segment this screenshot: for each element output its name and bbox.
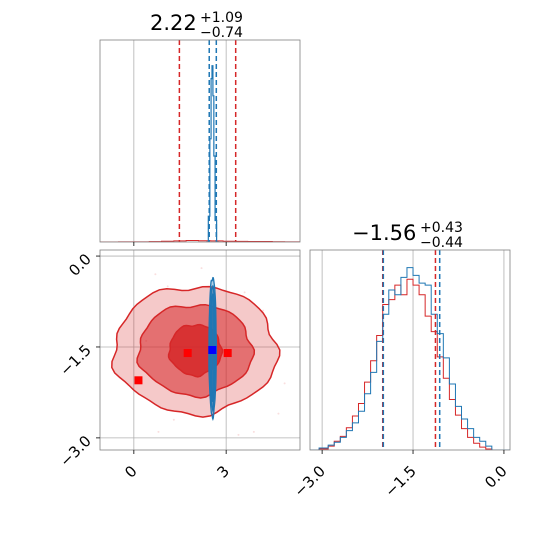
param1-marginal-frame [99,39,301,243]
joint-red-marker [223,349,232,358]
param2-marginal-background [310,250,510,450]
param2-title: −1.56 +0.43 −0.44 [352,220,463,251]
joint-y-tick-label: −1.5 [56,341,94,379]
param2-marginal-tick-label: 0.0 [481,462,511,492]
joint-frame [99,249,301,451]
joint-sample-point [262,309,265,312]
joint-sample-point [154,273,157,276]
joint-sample-point [252,430,255,433]
joint-content [111,267,286,436]
joint-red-marker [134,376,143,385]
param1-lower-error: −0.74 [200,25,243,41]
param1-marginal-ticks [133,242,227,246]
joint-y-tick-label: −3.0 [56,432,94,470]
param2-marginal-frame [309,249,511,451]
param2-lower-error: −0.44 [420,235,463,251]
joint-sample-point [200,267,203,270]
param1-title: 2.22 +1.09 −0.74 [150,10,243,41]
joint-y-tick-label: 0.0 [65,250,95,280]
joint-sample-point [277,412,280,415]
joint-sample-point [172,418,175,421]
joint-sample-point [166,285,169,288]
param2-marginal-ticks: −3.0 −1.5 0.0 [290,450,511,501]
joint-sample-point [268,333,271,336]
param2-marginal-content [310,250,510,450]
joint-sample-point [157,430,160,433]
param2-marginal-tick-label: −1.5 [381,462,419,500]
param2-red-histogram [310,278,510,450]
param2-marginal-tick-label: −3.0 [290,462,328,500]
param1-marginal-panel [99,39,301,246]
joint-sample-point [145,339,148,342]
param2-upper-error: +0.43 [420,220,463,236]
joint-panel: 0 3 0.0 −1.5 −3.0 [56,249,301,482]
joint-sample-point [243,291,246,294]
param2-median: −1.56 [352,221,416,245]
param1-marginal-background [100,40,300,242]
joint-sample-point [283,382,286,385]
joint-blue-marker [208,346,217,354]
param1-upper-error: +1.09 [200,10,243,26]
joint-x-tick-label: 3 [214,462,233,481]
joint-sample-point [237,433,240,436]
param1-marginal-grid [133,40,227,242]
joint-red-marker [183,349,192,358]
param1-median: 2.22 [150,11,197,35]
param2-blue-histogram [310,267,510,450]
joint-grid [100,250,300,450]
joint-x-tick-label: 0 [121,462,140,481]
param2-marginal-panel: −3.0 −1.5 0.0 [290,249,511,501]
